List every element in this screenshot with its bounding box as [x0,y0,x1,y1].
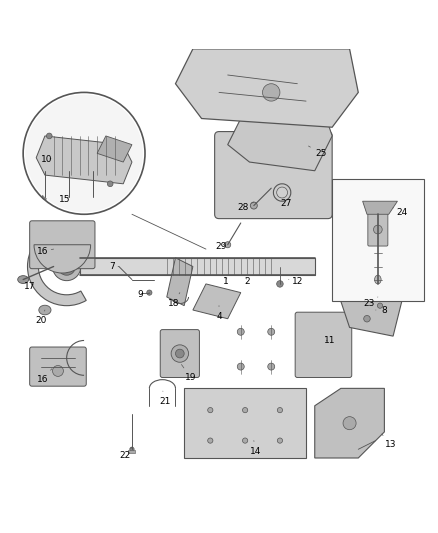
Ellipse shape [243,438,248,443]
Ellipse shape [268,328,275,335]
Ellipse shape [237,328,244,335]
Ellipse shape [64,263,70,270]
Ellipse shape [277,281,283,287]
Text: 16: 16 [37,369,52,384]
Ellipse shape [268,363,275,370]
Text: 14: 14 [250,441,261,456]
Text: 4: 4 [216,305,222,321]
Ellipse shape [171,345,188,362]
Text: 9: 9 [138,290,149,300]
Ellipse shape [46,133,52,139]
Ellipse shape [107,181,113,187]
Ellipse shape [343,417,356,430]
Polygon shape [363,201,397,214]
FancyBboxPatch shape [30,347,86,386]
Ellipse shape [374,225,382,234]
FancyBboxPatch shape [42,169,48,173]
Ellipse shape [176,349,184,358]
FancyBboxPatch shape [184,389,306,458]
Ellipse shape [53,252,81,281]
Text: 15: 15 [59,195,70,204]
Ellipse shape [277,187,288,198]
Ellipse shape [374,275,381,284]
Ellipse shape [251,202,257,209]
Text: 27: 27 [281,199,292,208]
Ellipse shape [208,438,213,443]
Circle shape [25,94,143,212]
FancyBboxPatch shape [160,329,199,377]
Polygon shape [36,136,132,184]
Text: 25: 25 [308,146,327,158]
Ellipse shape [147,290,152,295]
FancyBboxPatch shape [66,169,72,173]
Text: 21: 21 [159,391,170,406]
Wedge shape [28,228,86,305]
Ellipse shape [42,194,47,199]
Ellipse shape [225,241,231,248]
Text: 20: 20 [35,310,46,326]
Ellipse shape [58,258,75,275]
Text: 8: 8 [376,305,387,314]
FancyBboxPatch shape [295,312,352,377]
Polygon shape [97,136,132,162]
FancyBboxPatch shape [215,132,332,219]
Text: 18: 18 [168,293,180,308]
Text: 16: 16 [37,247,53,256]
Ellipse shape [378,303,383,308]
Text: 23: 23 [364,297,378,308]
Text: 28: 28 [237,202,254,212]
Text: 22: 22 [120,447,132,461]
Ellipse shape [277,408,283,413]
Text: 2: 2 [244,277,250,286]
Text: 17: 17 [24,281,35,290]
Text: 1: 1 [223,277,228,286]
Text: 19: 19 [181,365,197,382]
Ellipse shape [277,438,283,443]
Ellipse shape [130,447,134,451]
Text: 11: 11 [324,336,336,345]
Ellipse shape [39,305,51,315]
Polygon shape [167,258,193,305]
FancyBboxPatch shape [332,180,424,301]
Polygon shape [193,284,241,319]
FancyBboxPatch shape [128,450,135,453]
Ellipse shape [243,408,248,413]
Text: 12: 12 [289,277,303,286]
Ellipse shape [208,408,213,413]
FancyBboxPatch shape [368,213,388,246]
Wedge shape [34,245,91,273]
Polygon shape [315,389,385,458]
Text: 7: 7 [110,262,119,271]
Text: 29: 29 [215,243,227,252]
Ellipse shape [262,84,280,101]
FancyBboxPatch shape [90,169,96,173]
Ellipse shape [90,194,95,199]
Polygon shape [228,101,332,171]
Polygon shape [341,284,402,336]
Ellipse shape [364,316,370,322]
Ellipse shape [66,194,71,199]
FancyBboxPatch shape [80,258,315,275]
Text: 10: 10 [41,156,53,164]
Text: 24: 24 [393,207,407,216]
Ellipse shape [18,276,28,284]
Ellipse shape [53,366,64,376]
Polygon shape [176,49,358,127]
Ellipse shape [237,363,244,370]
FancyBboxPatch shape [30,221,95,269]
Text: 13: 13 [382,434,397,449]
